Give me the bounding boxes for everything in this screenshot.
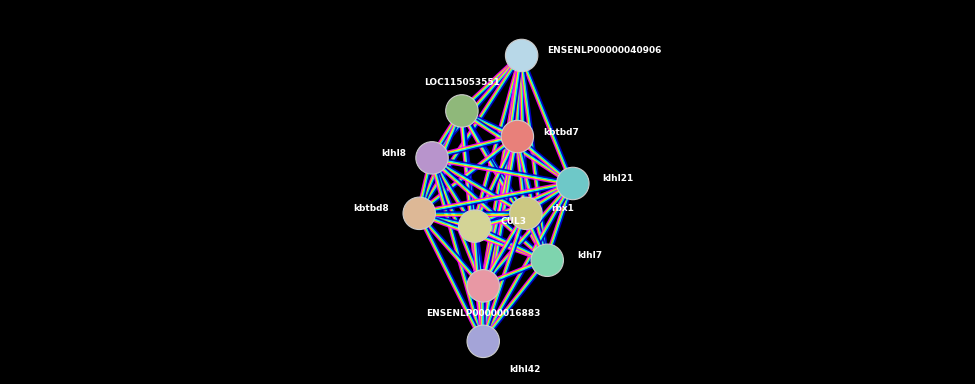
Circle shape (531, 244, 564, 276)
Text: ENSENLP00000040906: ENSENLP00000040906 (547, 46, 662, 55)
Text: kbtbd7: kbtbd7 (543, 127, 579, 137)
Text: klhl8: klhl8 (381, 149, 407, 158)
Circle shape (446, 95, 478, 127)
Circle shape (510, 197, 542, 230)
Text: LOC115053551: LOC115053551 (424, 78, 500, 88)
Circle shape (501, 120, 533, 153)
Text: klhl21: klhl21 (603, 174, 634, 184)
Circle shape (467, 325, 499, 358)
Circle shape (415, 142, 448, 174)
Circle shape (403, 197, 436, 230)
Text: ENSENLP00000016883: ENSENLP00000016883 (426, 310, 540, 318)
Text: rbx1: rbx1 (552, 204, 574, 214)
Circle shape (557, 167, 589, 200)
Text: CUL3: CUL3 (500, 217, 526, 226)
Circle shape (467, 270, 499, 302)
Text: kbtbd8: kbtbd8 (354, 204, 389, 214)
Circle shape (458, 210, 491, 242)
Circle shape (505, 39, 538, 72)
Text: klhl42: klhl42 (509, 365, 540, 374)
Text: klhl7: klhl7 (577, 251, 603, 260)
